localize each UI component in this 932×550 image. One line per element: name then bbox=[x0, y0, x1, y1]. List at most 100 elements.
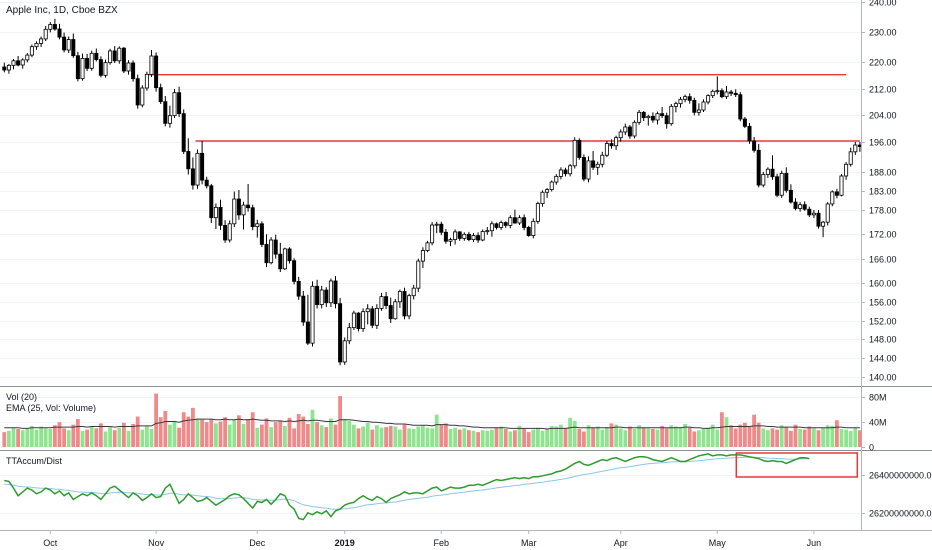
candle bbox=[20, 58, 25, 69]
candle-body bbox=[618, 131, 623, 139]
volume-bar bbox=[112, 430, 117, 447]
candle-body bbox=[664, 115, 669, 125]
volume-bar bbox=[623, 430, 628, 447]
candle bbox=[85, 53, 90, 71]
candle-body bbox=[522, 217, 527, 228]
candle bbox=[103, 59, 108, 78]
volume-bar bbox=[720, 412, 724, 447]
volume-bar bbox=[53, 425, 57, 447]
price-tick-label: 220.00 bbox=[869, 58, 897, 68]
volume-bar bbox=[76, 419, 80, 447]
candle-body bbox=[775, 176, 780, 196]
candle bbox=[209, 183, 214, 223]
candle-body bbox=[554, 175, 559, 183]
volume-bar bbox=[25, 428, 30, 447]
volume-bar bbox=[329, 418, 333, 447]
candle bbox=[62, 32, 67, 53]
candle-body bbox=[411, 287, 416, 297]
candle bbox=[255, 219, 260, 238]
candle-body bbox=[508, 217, 513, 226]
candle bbox=[315, 279, 320, 309]
volume-bar bbox=[347, 420, 352, 447]
candle-body bbox=[733, 92, 738, 96]
candle-body bbox=[43, 28, 48, 40]
volume-bar bbox=[315, 422, 319, 447]
volume-bar bbox=[540, 430, 545, 447]
candle bbox=[89, 50, 94, 71]
candle-body bbox=[499, 222, 504, 228]
volume-bar bbox=[462, 428, 467, 447]
volume-bar bbox=[99, 423, 103, 447]
volume-bar bbox=[660, 425, 664, 447]
highlight-box bbox=[735, 452, 859, 478]
candle-body bbox=[292, 260, 297, 282]
volume-bar bbox=[812, 428, 816, 447]
price-tick-label: 144.00 bbox=[869, 354, 897, 364]
candle-body bbox=[195, 152, 200, 186]
volume-bar bbox=[494, 427, 499, 447]
candle-body bbox=[218, 206, 223, 226]
volume-bar bbox=[296, 414, 301, 447]
candle bbox=[471, 233, 476, 243]
volume-bar bbox=[260, 424, 264, 447]
candle bbox=[784, 167, 789, 193]
candle-body bbox=[356, 312, 361, 329]
candle bbox=[779, 170, 784, 198]
volume-bar bbox=[264, 418, 269, 447]
candle-body bbox=[365, 308, 370, 313]
volume-bar bbox=[214, 423, 218, 447]
volume-bar bbox=[641, 427, 646, 447]
candle-body bbox=[503, 222, 508, 226]
candle bbox=[834, 188, 839, 199]
candle bbox=[195, 149, 200, 189]
candle bbox=[177, 86, 182, 117]
candle bbox=[167, 105, 172, 128]
volume-bar bbox=[80, 430, 85, 447]
volume-bar bbox=[568, 417, 572, 447]
candle bbox=[811, 210, 816, 219]
candle-body bbox=[761, 174, 766, 186]
candle bbox=[476, 232, 481, 243]
volume-bar bbox=[278, 420, 283, 447]
candle-body bbox=[305, 321, 310, 344]
candle bbox=[641, 111, 646, 121]
candle-body bbox=[453, 231, 458, 241]
volume-bar bbox=[775, 429, 779, 447]
candle bbox=[71, 33, 76, 58]
candle bbox=[163, 96, 168, 127]
volume-bar bbox=[844, 429, 848, 447]
volume-bar bbox=[250, 412, 255, 447]
candle bbox=[545, 188, 550, 198]
volume-bar bbox=[522, 428, 526, 447]
volume-bar bbox=[577, 428, 582, 447]
candle-body bbox=[163, 101, 168, 124]
symbol-title: Apple Inc, 1D, Cboe BZX bbox=[6, 5, 118, 16]
time-tick-label: 2019 bbox=[335, 538, 355, 548]
candle bbox=[673, 101, 678, 113]
volume-bar bbox=[669, 425, 674, 447]
candle bbox=[747, 123, 752, 144]
candle bbox=[416, 258, 421, 292]
candle bbox=[627, 125, 632, 139]
accum-gridlines bbox=[0, 475, 861, 514]
volume-bar bbox=[388, 425, 393, 447]
volume-bar bbox=[651, 428, 655, 447]
candle bbox=[223, 220, 228, 243]
candle-body bbox=[351, 312, 356, 329]
candle bbox=[600, 151, 605, 168]
accum-dist-line bbox=[4, 453, 810, 521]
volume-bar bbox=[789, 430, 793, 447]
candle-body bbox=[62, 36, 67, 51]
volume-bar bbox=[471, 430, 476, 447]
candle bbox=[443, 229, 448, 244]
candle bbox=[172, 89, 177, 118]
accum-title: TTAccum/Dist bbox=[6, 456, 62, 466]
candle bbox=[338, 298, 343, 366]
volume-bar bbox=[232, 419, 237, 447]
candle bbox=[591, 151, 596, 170]
candle bbox=[190, 157, 195, 190]
volume-bar bbox=[490, 429, 494, 447]
price-tick-label: 160.00 bbox=[869, 279, 897, 289]
candle bbox=[121, 47, 126, 73]
